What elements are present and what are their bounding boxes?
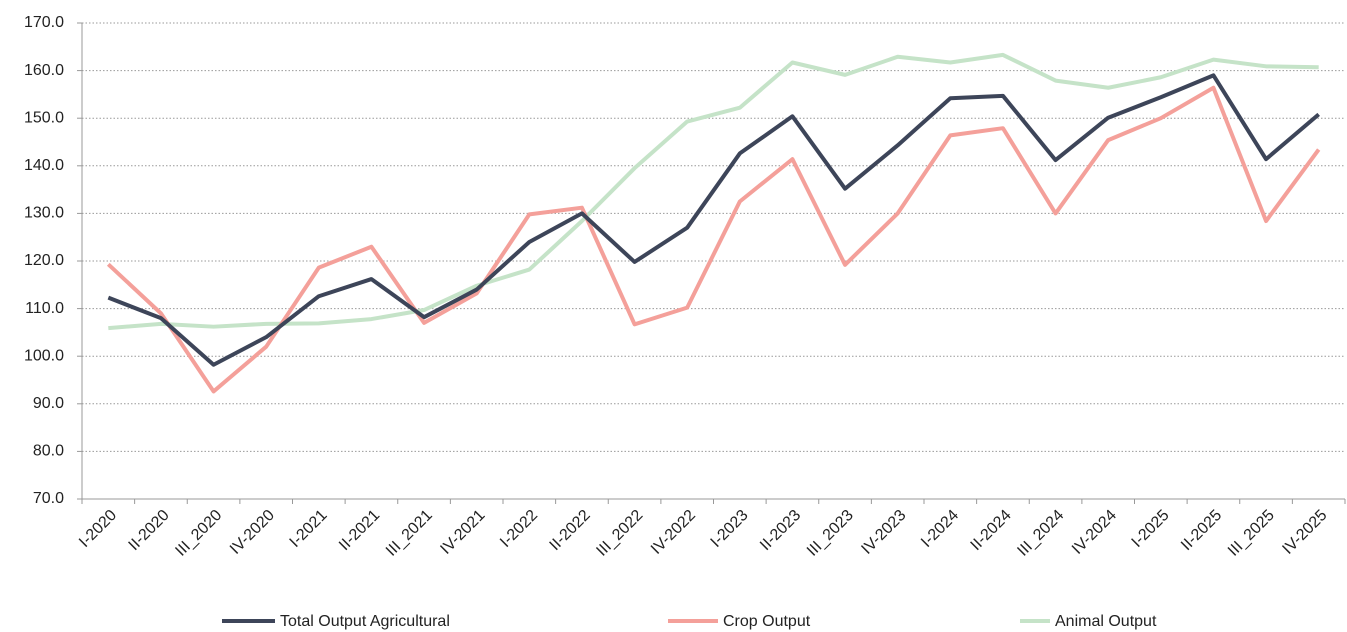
x-tick-label: II-2021 bbox=[336, 507, 383, 554]
y-tick-label: 100.0 bbox=[24, 347, 64, 364]
y-tick-label: 70.0 bbox=[33, 490, 64, 507]
x-tick-label: II-2020 bbox=[126, 507, 173, 554]
x-tick-label: IV-2022 bbox=[648, 507, 699, 558]
series-line bbox=[107, 73, 1320, 367]
y-tick-label: 170.0 bbox=[24, 14, 64, 31]
x-tick-label: I-2020 bbox=[76, 507, 120, 551]
x-tick-label: I-2023 bbox=[708, 507, 752, 551]
x-tick-label: I-2022 bbox=[497, 507, 541, 551]
legend-label: Animal Output bbox=[1055, 613, 1157, 630]
x-tick-label: IV-2021 bbox=[437, 507, 488, 558]
x-tick-label: I-2021 bbox=[287, 507, 331, 551]
x-tick-label: IV-2024 bbox=[1069, 507, 1120, 558]
y-tick-label: 110.0 bbox=[25, 300, 64, 317]
series-line bbox=[108, 52, 1319, 331]
x-tick-label: III_2021 bbox=[383, 507, 436, 560]
x-tick-label: I-2024 bbox=[918, 507, 962, 551]
x-tick-label: IV-2020 bbox=[227, 507, 278, 558]
x-tick-label: IV-2025 bbox=[1279, 507, 1330, 558]
legend-label: Total Output Agricultural bbox=[280, 613, 450, 630]
y-tick-label: 150.0 bbox=[24, 109, 64, 126]
x-tick-label: II-2023 bbox=[757, 507, 804, 554]
x-tick-label: III_2023 bbox=[804, 507, 857, 560]
x-tick-label: II-2022 bbox=[547, 507, 594, 554]
x-tick-label: III_2025 bbox=[1225, 507, 1278, 560]
y-tick-label: 90.0 bbox=[33, 395, 64, 412]
x-tick-label: IV-2023 bbox=[858, 507, 909, 558]
legend-label: Crop Output bbox=[723, 613, 811, 630]
x-tick-label: I-2025 bbox=[1129, 507, 1173, 551]
y-tick-label: 160.0 bbox=[24, 62, 64, 79]
x-tick-label: III_2022 bbox=[593, 507, 646, 560]
x-tick-label: II-2024 bbox=[968, 507, 1015, 554]
x-tick-label: III_2020 bbox=[172, 507, 225, 560]
y-tick-label: 140.0 bbox=[24, 157, 64, 174]
y-tick-label: 120.0 bbox=[24, 252, 64, 269]
series-line bbox=[106, 85, 1321, 394]
y-tick-label: 130.0 bbox=[24, 205, 64, 222]
x-tick-label: II-2025 bbox=[1178, 507, 1225, 554]
x-tick-label: III_2024 bbox=[1014, 507, 1067, 560]
y-tick-label: 80.0 bbox=[33, 443, 64, 460]
